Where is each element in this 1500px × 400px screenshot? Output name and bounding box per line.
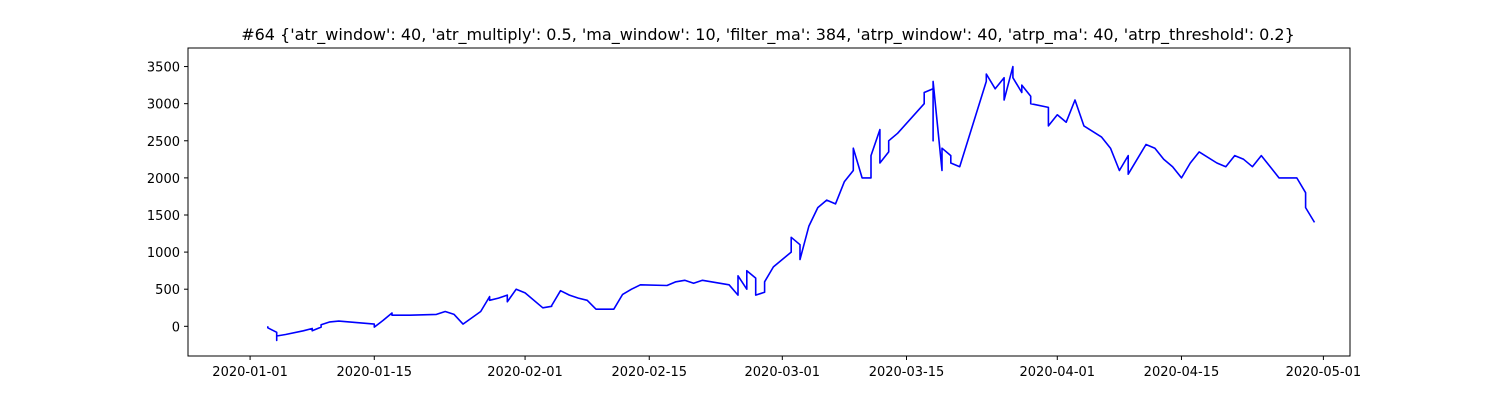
y-tick-label: 0	[172, 320, 180, 335]
y-tick-label: 3000	[147, 98, 180, 113]
y-tick-label: 2000	[147, 172, 180, 187]
x-tick-label: 2020-01-01	[212, 365, 288, 380]
x-axis: 2020-01-01 2020-01-15 2020-02-01 2020-02-15…	[212, 356, 1361, 380]
x-tick-label: 2020-05-01	[1286, 365, 1362, 380]
x-tick-label: 2020-02-01	[487, 365, 563, 380]
y-axis: 0 500 1000 1500 2000 2500 3000 3500	[147, 61, 188, 335]
x-tick-label: 2020-04-01	[1020, 365, 1096, 380]
series-line	[267, 65, 1316, 342]
x-tick-label: 2020-03-01	[745, 365, 821, 380]
y-tick-label: 500	[155, 283, 180, 298]
x-tick-label: 2020-04-15	[1144, 365, 1220, 380]
x-tick-label: 2020-01-15	[336, 365, 412, 380]
plot-area-frame	[187, 47, 1351, 357]
y-tick-label: 3500	[147, 61, 180, 76]
x-tick-label: 2020-03-15	[869, 365, 945, 380]
x-tick-label: 2020-02-15	[611, 365, 687, 380]
y-tick-label: 2500	[147, 135, 180, 150]
y-tick-label: 1500	[147, 209, 180, 224]
chart-title: #64 {'atr_window': 40, 'atr_multiply': 0…	[241, 25, 1295, 45]
y-tick-label: 1000	[147, 246, 180, 261]
